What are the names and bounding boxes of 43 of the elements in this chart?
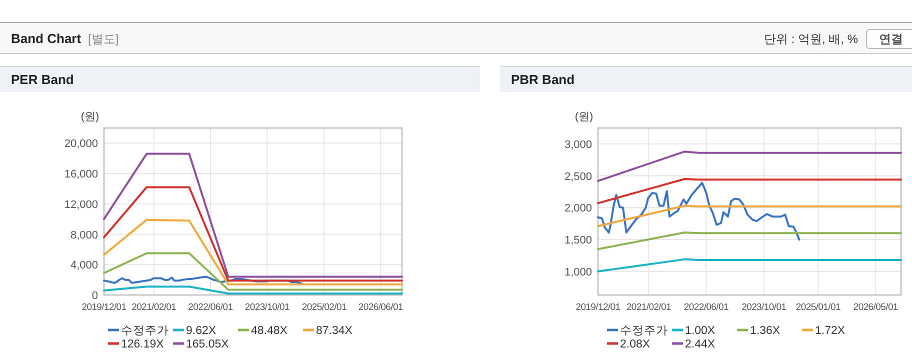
x-tick-label: 2019/12/01 [576,302,620,313]
chart-title: PER Band [11,72,74,87]
x-tick-label: 2022/06/01 [188,302,233,313]
x-tick-label: 2025/02/01 [302,302,346,313]
legend-label: 48.48X [251,325,288,337]
y-tick-label: 2,500 [564,170,592,183]
legend-label: 1.36X [750,325,780,337]
y-axis-title: (원) [80,111,100,123]
x-tick-label: 2026/06/01 [358,302,403,313]
legend-label: 1.00X [685,325,716,337]
legend-label: 87.34X [316,325,353,337]
x-tick-label: 2022/06/01 [684,302,728,313]
legend-label: 수정주가 [121,325,169,337]
x-tick-label: 2025/01/01 [796,302,840,313]
legend-label: 126.19X [121,338,164,350]
legend-label: 2.08X [620,338,650,350]
y-tick-label: 16,000 [64,168,98,181]
y-axis-title: (원) [574,111,594,123]
x-tick-label: 2023/10/01 [244,302,290,313]
text: Band Chart [11,31,82,46]
y-tick-label: 4,000 [70,260,98,272]
y-tick-label: 1,000 [564,266,592,278]
x-tick-label: 2019/12/01 [82,302,126,313]
y-tick-label: 20,000 [64,138,98,150]
legend-label: 165.05X [186,338,230,350]
y-tick-label: 12,000 [64,198,98,211]
text: 연결 [879,32,903,46]
x-tick-label: 2023/10/01 [742,302,786,313]
legend-label: 2.44X [685,338,716,350]
x-tick-label: 2021/02/01 [626,302,672,313]
text: [별도] [88,32,119,46]
chart-title: PBR Band [511,72,575,87]
legend-label: 1.72X [815,325,846,337]
y-tick-label: 8,000 [70,229,98,242]
text: 단위 : 억원, 배, % [764,32,858,46]
y-tick-label: 2,000 [564,202,592,215]
legend-label: 수정주가 [620,325,668,337]
y-tick-label: 3,000 [564,138,592,151]
x-tick-label: 2026/05/01 [853,302,898,313]
x-tick-label: 2021/02/01 [132,302,176,313]
legend-label: 9.62X [186,325,216,337]
y-tick-label: 0 [92,290,98,302]
y-tick-label: 1,500 [564,234,592,247]
